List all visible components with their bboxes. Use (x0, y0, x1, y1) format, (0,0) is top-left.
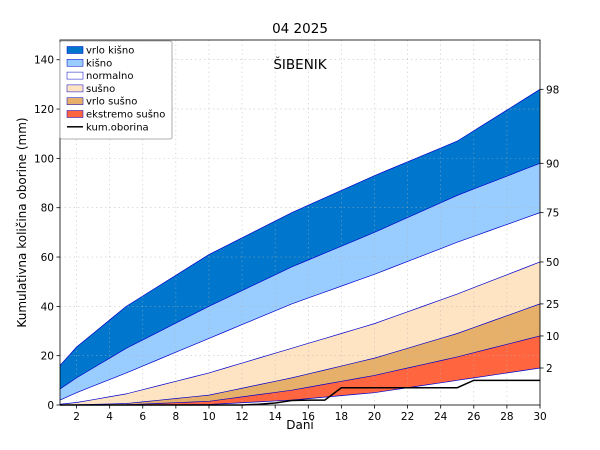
legend-label: vrlo sušno (86, 96, 137, 108)
percentile-line-10 (60, 335, 541, 406)
legend-box (59, 40, 173, 140)
legend-color-swatch (66, 97, 84, 105)
plot-frame (59, 39, 541, 406)
y-tick-label: 40 (41, 301, 54, 313)
percentile-line-90 (59, 162, 541, 390)
legend-label: sušno (86, 83, 115, 95)
legend-label: ekstremo sušno (86, 109, 165, 121)
legend-color-swatch (66, 59, 84, 67)
legend-label: normalno (86, 71, 134, 82)
x-tick-label: 6 (139, 411, 146, 423)
y-tick-label: 80 (41, 203, 54, 215)
y-tick-label: 0 (47, 400, 54, 412)
percentile-line-98 (59, 89, 541, 366)
percentile-line-50 (59, 261, 541, 405)
x-tick-label: 24 (434, 411, 448, 423)
right-percentile-label: 98 (546, 84, 559, 96)
band-ekstremo-susno (60, 335, 540, 405)
x-axis-ticks: 2 4 6 8 10 12 14 16 18 20 22 24 26 28 30 (73, 405, 547, 423)
x-tick-label: 18 (335, 411, 348, 423)
x-tick-label: 2 (73, 411, 80, 423)
x-tick-label: 8 (173, 411, 180, 423)
legend-color-swatch (66, 46, 84, 54)
y-axis-ticks: 0 20 40 60 80 100 120 140 (34, 55, 60, 412)
band-kisno (60, 163, 540, 401)
legend-label: kum.oborina (86, 122, 149, 133)
y-tick-label: 120 (34, 104, 54, 116)
x-tick-label: 12 (235, 411, 248, 423)
right-percentile-label: 50 (546, 257, 559, 269)
right-percentile-label: 90 (546, 158, 559, 170)
right-percentile-label: 75 (546, 208, 559, 220)
legend-label: vrlo kišno (86, 45, 134, 57)
x-tick-label: 10 (202, 411, 215, 423)
x-tick-label: 4 (106, 411, 113, 423)
x-tick-label: 26 (467, 411, 481, 423)
x-tick-label: 14 (268, 411, 282, 423)
y-tick-label: 60 (41, 252, 54, 264)
y-tick-label: 140 (34, 55, 54, 67)
percentile-line-75 (59, 212, 541, 401)
band-normalno (60, 212, 540, 405)
x-tick-label: 20 (368, 411, 381, 423)
chart-title: 04 2025 (272, 21, 328, 37)
x-tick-label: 30 (533, 411, 546, 423)
right-percentile-label: 10 (546, 331, 559, 343)
right-percentile-labels: 98 90 75 50 25 10 2 (540, 84, 559, 375)
legend-label: kišno (86, 57, 112, 69)
legend-color-swatch (66, 84, 84, 93)
band-vrlo-kisno (60, 89, 540, 389)
band-susno (60, 261, 540, 405)
x-tick-label: 16 (302, 411, 316, 423)
y-tick-label: 20 (41, 351, 54, 363)
y-tick-label: 100 (34, 153, 54, 165)
band-vrlo-susno (60, 303, 540, 405)
right-percentile-label: 25 (546, 299, 559, 311)
x-tick-label: 22 (401, 411, 414, 423)
x-axis-label: Dani (286, 418, 314, 432)
station-name: ŠIBENIK (273, 55, 327, 73)
y-axis-label: Kumulativna količina oborine (mm) (15, 117, 29, 327)
percentile-bands (60, 89, 540, 405)
x-tick-label: 28 (500, 411, 513, 423)
legend-color-swatch (66, 110, 84, 118)
legend-color-swatch (66, 71, 84, 80)
percentile-line-25 (59, 303, 541, 406)
right-percentile-label: 2 (546, 363, 553, 375)
